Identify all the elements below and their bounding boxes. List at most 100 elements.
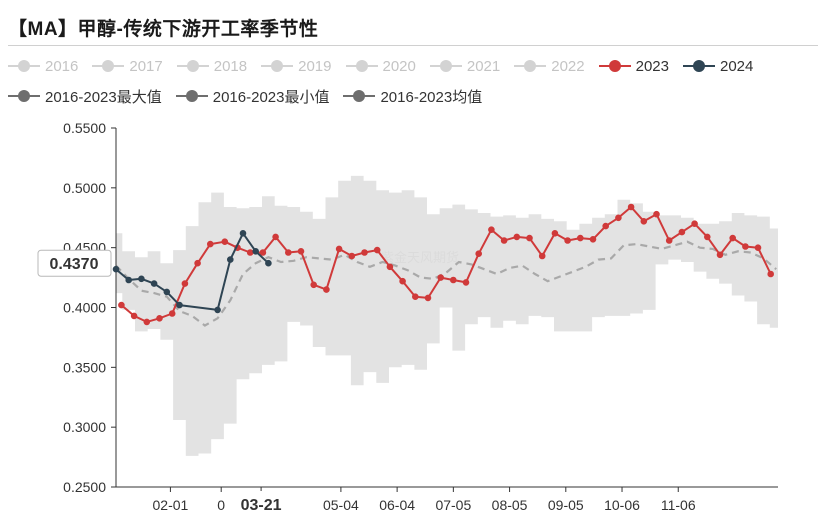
data-point-2023[interactable]: [272, 233, 279, 241]
x-tick-label: 06-04: [379, 497, 415, 513]
data-point-2023[interactable]: [297, 248, 305, 255]
data-point-2023[interactable]: [564, 237, 571, 244]
data-point-2023[interactable]: [488, 226, 495, 233]
legend-item-2017[interactable]: 2017: [92, 55, 163, 77]
data-point-2024[interactable]: [176, 301, 183, 309]
legend-item-2024[interactable]: 2024: [683, 55, 753, 77]
data-point-2023[interactable]: [181, 280, 189, 287]
x-tick-label: 05-04: [323, 497, 359, 513]
data-point-2023[interactable]: [194, 259, 201, 267]
legend-item-2016-2023最小值[interactable]: 2016-2023最小值: [175, 85, 330, 107]
data-point-2023[interactable]: [207, 240, 214, 248]
x-tick-label: 02-01: [153, 497, 189, 513]
data-point-2023[interactable]: [373, 246, 381, 254]
axis-pointer-x-box: [226, 491, 297, 517]
legend-row-1: 2016 2017 2018 2019 2020 2021 2022 2023 2024: [8, 55, 767, 77]
data-point-2023[interactable]: [310, 281, 318, 289]
data-point-2023[interactable]: [767, 270, 775, 278]
legend-item-2020[interactable]: 2020: [345, 55, 416, 77]
axis-pointer-y-box: [37, 249, 112, 277]
x-tick-label: 03-21: [241, 497, 282, 514]
data-point-2024[interactable]: [239, 230, 247, 237]
data-point-2023[interactable]: [168, 310, 176, 317]
data-point-2023[interactable]: [704, 233, 711, 241]
data-point-2023[interactable]: [399, 277, 406, 285]
data-point-2023[interactable]: [259, 249, 267, 256]
data-point-2024[interactable]: [112, 265, 120, 273]
data-point-2023[interactable]: [412, 293, 419, 301]
data-point-2023[interactable]: [156, 315, 163, 322]
title-divider: [8, 45, 818, 46]
data-point-2024[interactable]: [252, 248, 259, 255]
data-point-2023[interactable]: [386, 263, 394, 271]
data-point-2023[interactable]: [348, 252, 356, 260]
data-point-2023[interactable]: [653, 210, 660, 218]
legend-label: 2016: [45, 57, 79, 75]
data-point-2023[interactable]: [462, 279, 470, 286]
data-point-2023[interactable]: [754, 244, 762, 251]
data-point-2023[interactable]: [640, 218, 648, 225]
data-point-2024[interactable]: [214, 306, 221, 314]
data-point-2023[interactable]: [285, 249, 292, 256]
legend-item-2016-2023最大值[interactable]: 2016-2023最大值: [8, 85, 162, 107]
data-point-2023[interactable]: [513, 233, 521, 241]
data-point-2023[interactable]: [538, 252, 546, 260]
data-point-2023[interactable]: [424, 294, 432, 302]
legend-item-2023[interactable]: 2023: [598, 55, 669, 77]
data-point-2024[interactable]: [125, 276, 132, 284]
chart-title: 【MA】甲醇-传统下游开工率季节性: [8, 19, 319, 40]
data-point-2023[interactable]: [500, 237, 508, 244]
data-point-2023[interactable]: [577, 234, 584, 242]
data-point-2023[interactable]: [118, 301, 125, 309]
legend-item-2021[interactable]: 2021: [429, 55, 501, 77]
data-point-2023[interactable]: [437, 274, 445, 281]
data-point-2023[interactable]: [323, 286, 330, 293]
data-point-2023[interactable]: [716, 251, 724, 259]
legend-item-2022[interactable]: 2022: [514, 55, 585, 77]
mean-line: [115, 240, 777, 327]
legend-item-2016[interactable]: 2016: [8, 55, 78, 77]
data-point-2023[interactable]: [627, 203, 635, 211]
legend-symbol-icon: [175, 89, 208, 103]
data-point-2023[interactable]: [665, 237, 673, 244]
y-tick-label: 0.2500: [63, 479, 106, 495]
data-point-2023[interactable]: [602, 222, 610, 230]
legend-label: 2016-2023均值: [380, 88, 483, 106]
y-tick-label: 0.3000: [63, 419, 106, 435]
legend-item-2018[interactable]: 2018: [176, 55, 248, 77]
data-point-2023[interactable]: [361, 249, 368, 256]
legend-item-2016-2023均值[interactable]: 2016-2023均值: [343, 85, 482, 107]
legend-label: 2022: [551, 57, 585, 75]
legend-symbol-icon: [8, 89, 40, 103]
y-tick-label: 0.5000: [63, 180, 106, 196]
data-point-2024[interactable]: [150, 280, 158, 287]
data-point-2024[interactable]: [138, 275, 145, 283]
data-point-2024[interactable]: [163, 288, 171, 296]
data-point-2023[interactable]: [589, 236, 597, 243]
data-point-2024[interactable]: [265, 259, 272, 267]
y-tick-label: 0.4000: [63, 300, 106, 316]
data-point-2023[interactable]: [475, 250, 483, 257]
legend-label: 2016-2023最小值: [212, 88, 330, 106]
range-band-max-min: [116, 175, 778, 456]
data-point-2023[interactable]: [551, 230, 559, 237]
data-point-2023[interactable]: [691, 220, 698, 227]
data-point-2023[interactable]: [742, 243, 749, 250]
data-point-2023[interactable]: [678, 228, 686, 236]
data-point-2023[interactable]: [130, 312, 138, 320]
legend-item-2019[interactable]: 2019: [261, 55, 332, 77]
data-point-2023[interactable]: [526, 234, 533, 242]
series-line-2023: [120, 206, 772, 323]
data-point-2023[interactable]: [615, 214, 622, 222]
data-point-2023[interactable]: [335, 245, 343, 253]
data-point-2023[interactable]: [246, 249, 254, 256]
data-point-2023[interactable]: [143, 318, 151, 326]
legend-label: 2021: [466, 57, 501, 75]
legend-symbol-icon: [8, 59, 40, 73]
data-point-2023[interactable]: [729, 234, 737, 242]
legend-label: 2018: [213, 57, 248, 75]
data-point-2023[interactable]: [221, 238, 229, 245]
data-point-2024[interactable]: [227, 256, 234, 263]
data-point-2023[interactable]: [450, 276, 457, 284]
